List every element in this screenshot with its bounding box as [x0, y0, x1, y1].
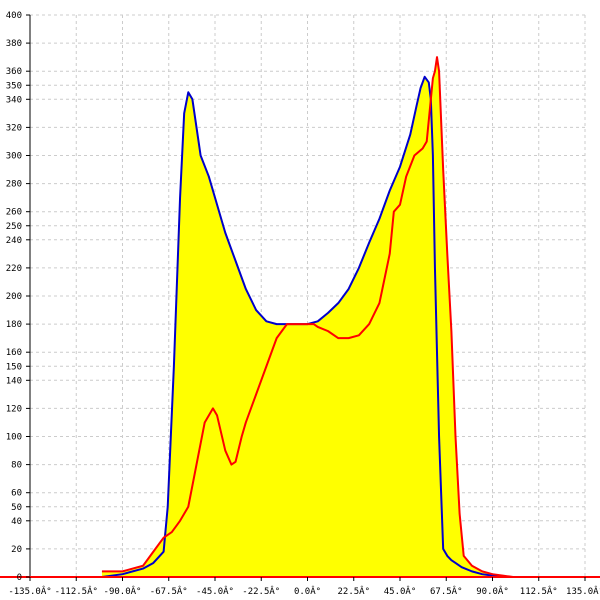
x-tick-label-9: 67.5Â°: [430, 585, 463, 597]
y-tick-label-14: 240: [6, 236, 22, 246]
x-tick-label-0: -135.0Â°: [8, 585, 51, 597]
y-tick-label-21: 350: [6, 81, 22, 91]
x-tick-label-3: -67.5Â°: [150, 585, 188, 597]
area-fill: [101, 57, 514, 577]
y-tick-label-20: 340: [6, 95, 22, 105]
y-tick-label-6: 100: [6, 433, 22, 443]
y-tick-label-5: 80: [11, 461, 22, 471]
y-tick-label-17: 280: [6, 180, 22, 190]
y-tick-label-10: 160: [6, 348, 22, 358]
y-tick-label-15: 250: [6, 222, 22, 232]
y-tick-label-7: 120: [6, 404, 22, 414]
y-tick-label-11: 180: [6, 320, 22, 330]
y-tick-label-19: 320: [6, 123, 22, 133]
y-tick-label-8: 140: [6, 376, 22, 386]
x-tick-label-4: -45.0Â°: [196, 585, 234, 597]
x-tick-label-10: 90.0Â°: [476, 585, 509, 597]
y-tick-label-22: 360: [6, 67, 22, 77]
y-tick-label-23: 380: [6, 39, 22, 49]
area-fill-envelope: [101, 57, 514, 577]
y-tick-label-16: 260: [6, 208, 22, 218]
x-tick-label-2: -90.0Â°: [104, 585, 142, 597]
y-tick-label-12: 200: [6, 292, 22, 302]
y-tick-label-1: 20: [11, 545, 22, 555]
y-tick-label-0: 0: [17, 573, 22, 583]
x-tick-label-8: 45.0Â°: [384, 585, 417, 597]
y-tick-label-3: 50: [11, 503, 22, 513]
y-tick-label-2: 40: [11, 517, 22, 527]
y-tick-label-9: 150: [6, 362, 22, 372]
series-line-1: [101, 56, 514, 578]
y-tick-label-4: 60: [11, 489, 22, 499]
x-tick-label-12: 135.0Â°: [566, 585, 600, 597]
x-tick-label-11: 112.5Â°: [520, 585, 558, 597]
x-tick-label-7: 22.5Â°: [337, 585, 370, 597]
x-tick-label-1: -112.5Â°: [55, 585, 98, 597]
series-lines: [101, 56, 514, 578]
y-tick-label-18: 300: [6, 152, 22, 162]
y-tick-label-24: 400: [6, 11, 22, 21]
x-tick-labels: -135.0Â° -112.5Â° -90.0Â° -67.5Â° -45.0Â° -22…: [8, 585, 600, 597]
y-tick-labels: 0 20 40 50 60 80 100 120 140 150 160 180 200 220 240 25…: [6, 11, 22, 583]
x-tick-label-5: -22.5Â°: [242, 585, 280, 597]
axes: [0, 14, 600, 581]
x-tick-label-6: 0.0Â°: [294, 585, 321, 597]
series-line-0: [101, 75, 514, 578]
y-tick-label-13: 220: [6, 264, 22, 274]
